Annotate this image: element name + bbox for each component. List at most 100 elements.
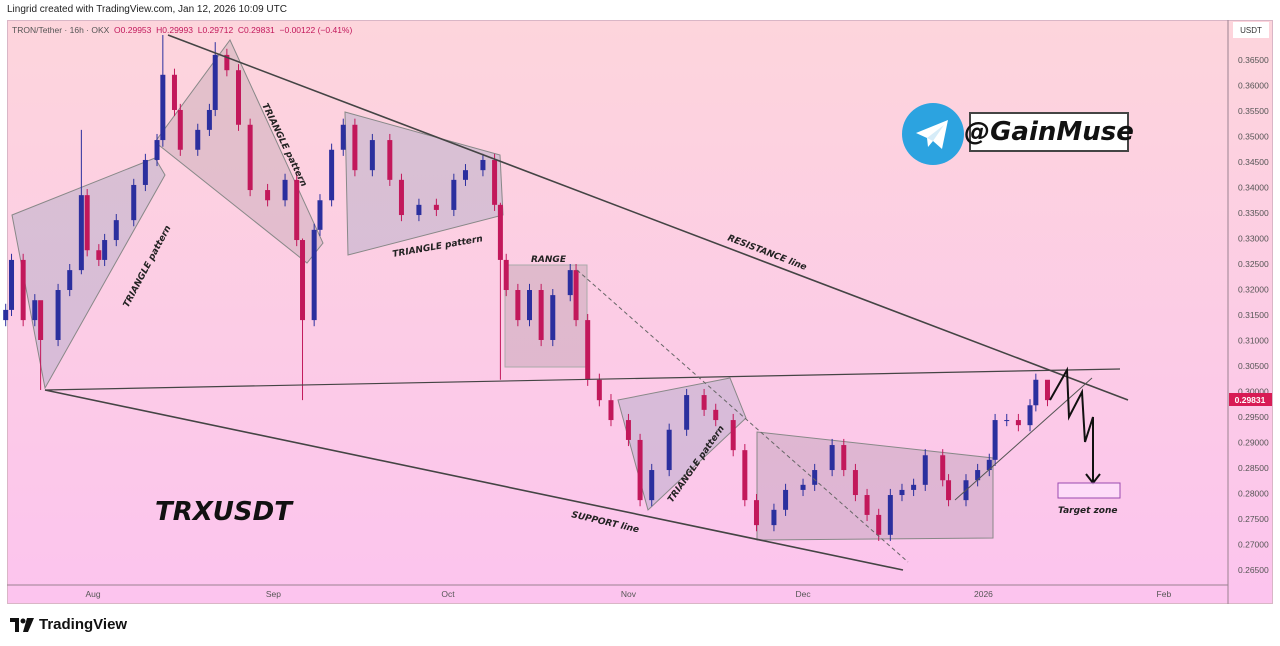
candle [899,483,905,502]
candle-body [666,429,672,471]
candle [433,198,439,217]
telegram-icon [902,103,964,165]
time-tick-label: Feb [1157,589,1172,599]
candle [503,253,509,297]
candle [113,214,119,247]
dashed-trend-line[interactable] [576,269,909,563]
candle-body [742,450,748,501]
horizontal-level-line[interactable] [44,368,1121,391]
time-tick-label: Oct [441,589,455,599]
triangle-pattern-2[interactable] [154,39,324,264]
candle [300,238,306,401]
last-price-label: 0.29831 [1235,395,1266,405]
time-tick-label: 2026 [974,589,993,599]
candle-body [317,200,323,230]
candle [783,483,789,516]
candle [608,394,614,427]
candle-body [1044,379,1050,401]
candle [20,253,26,327]
candle-body [503,259,509,291]
candle-body [480,159,486,171]
candle-body [527,290,532,321]
candle [515,283,521,327]
candle-body [608,400,614,421]
candle [3,303,9,327]
candle [195,123,201,156]
target-zone-box[interactable] [1057,482,1121,499]
candle [1004,413,1010,427]
consolidation-box[interactable] [756,431,994,541]
triangle-pattern-3[interactable] [344,111,504,256]
price-tick-label: 0.32000 [1238,285,1269,295]
support-line[interactable] [44,389,904,571]
price-tick-label: 0.29500 [1238,412,1269,422]
candle-body [212,54,218,110]
candle [992,413,998,466]
candle [946,474,952,507]
candle [812,463,818,491]
price-tick-label: 0.29000 [1238,438,1269,448]
triangle-pattern-1[interactable] [11,157,166,390]
time-tick-label: Dec [795,589,811,599]
target-zone-label: Target zone [1058,506,1118,516]
candle [841,438,847,477]
price-tick-label: 0.30500 [1238,361,1269,371]
candle [387,133,393,186]
chart-credit: Lingrid created with TradingView.com, Ja… [7,4,287,15]
high-value: H0.29993 [156,25,193,35]
candle-body [67,270,73,291]
candle-body [841,445,847,471]
candle [864,488,870,522]
candle-body [102,240,108,260]
candle-body [1027,405,1033,426]
candle-body [625,420,631,440]
price-tick-label: 0.33500 [1238,208,1269,218]
candle-body [637,439,643,501]
candle [236,64,241,131]
candle-body [596,379,602,401]
resistance-line[interactable] [167,34,1129,401]
candle-body [416,204,422,216]
candle-body [852,470,858,496]
candle [171,68,177,117]
candle-body [911,484,917,490]
candle [527,283,532,327]
brand-name: TradingView [39,616,128,633]
candle-body [1004,420,1010,422]
candle-body [946,480,952,501]
candle-body [585,320,591,380]
candle [800,478,806,497]
watermark-handle: @GainMuse [964,112,1134,152]
currency-button[interactable]: USDT [1233,22,1269,38]
candle-body [573,270,579,321]
candle-body [1033,379,1039,406]
candle-body [812,470,818,485]
candle-body [753,500,759,526]
candle-body [224,54,230,71]
candle [986,453,992,477]
candle-body [206,109,212,130]
candle [730,413,736,457]
candle-body [515,290,521,321]
candle [224,48,230,77]
candle-body [236,70,241,125]
candle-body [282,179,288,201]
symbol-info: TRON/Tether · 16h · OKX [12,25,110,35]
candle-body [713,409,719,421]
candle-body [84,195,90,251]
candle [9,253,15,317]
candle [975,463,981,487]
price-tick-label: 0.34500 [1238,157,1269,167]
candle [829,438,835,477]
candle [352,118,358,177]
candle-body [195,129,201,150]
candle [852,463,858,502]
price-tick-label: 0.32500 [1238,259,1269,269]
candle-body [451,179,457,210]
candle [567,264,573,302]
rising-wedge-line[interactable] [954,377,1093,501]
projection-zigzag-arrow[interactable] [1049,366,1094,482]
candle [480,153,486,177]
tradingview-logo[interactable]: TradingView [10,616,127,633]
